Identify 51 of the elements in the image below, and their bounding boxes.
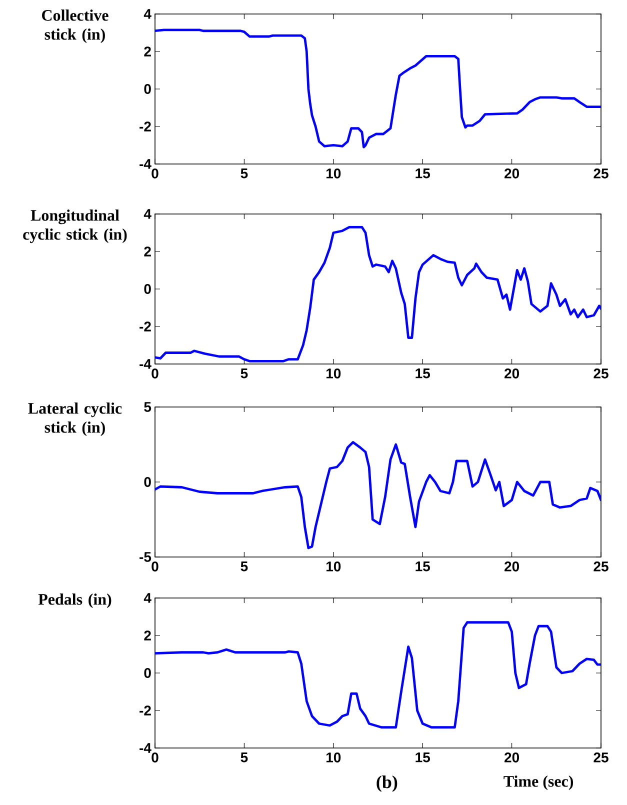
y-tick-label: -2 bbox=[140, 122, 151, 132]
y-tick-label: 2 bbox=[144, 630, 151, 640]
x-tick-label: 15 bbox=[416, 368, 430, 378]
x-tick-label: 5 bbox=[240, 168, 248, 178]
x-tick-label: 15 bbox=[416, 168, 430, 178]
y-tick-label: 2 bbox=[144, 246, 151, 256]
x-tick-label: 20 bbox=[504, 168, 520, 178]
y-tick-label: 0 bbox=[144, 84, 151, 94]
x-axis-title: Time (sec) bbox=[504, 776, 574, 790]
x-tick-label: 15 bbox=[416, 562, 430, 572]
y-axis-title: Lateral cyclic stick (in) bbox=[28, 402, 122, 436]
x-tick-label: 20 bbox=[504, 368, 520, 378]
x-tick-label: 0 bbox=[152, 752, 158, 762]
x-tick-label: 0 bbox=[152, 168, 158, 178]
y-tick-label: 0 bbox=[144, 477, 151, 487]
x-tick-label: 10 bbox=[326, 562, 341, 572]
y-tick-label: 0 bbox=[144, 284, 151, 294]
line-series bbox=[155, 28, 602, 148]
y-tick-label: -4 bbox=[140, 159, 152, 169]
x-tick-label: 10 bbox=[326, 168, 341, 178]
x-tick-label: 25 bbox=[594, 368, 608, 378]
x-tick-label: 5 bbox=[240, 562, 248, 572]
y-tick-label: 2 bbox=[144, 46, 151, 56]
y-tick-label: 4 bbox=[144, 209, 152, 219]
x-tick-label: 10 bbox=[326, 752, 341, 762]
y-tick-label: 4 bbox=[144, 593, 152, 603]
y-tick-label: 5 bbox=[144, 402, 152, 412]
x-tick-label: 20 bbox=[504, 562, 520, 572]
y-tick-label: 4 bbox=[144, 9, 152, 19]
x-tick-label: 25 bbox=[594, 562, 608, 572]
x-tick-label: 25 bbox=[594, 168, 608, 178]
y-tick-label: -5 bbox=[140, 552, 152, 562]
y-axis-title: Collective stick (in) bbox=[42, 10, 108, 44]
x-tick-label: 0 bbox=[152, 368, 158, 378]
y-tick-label: -4 bbox=[140, 743, 152, 753]
x-tick-label: 25 bbox=[594, 752, 608, 762]
y-tick-label: 0 bbox=[144, 668, 151, 678]
text: (b) bbox=[376, 776, 398, 792]
x-tick-label: 15 bbox=[416, 752, 430, 762]
y-axis-title: Longitudinal cyclic stick (in) bbox=[23, 210, 127, 244]
y-axis-title: Pedals (in) bbox=[38, 594, 112, 608]
x-tick-label: 20 bbox=[504, 752, 520, 762]
x-tick-label: 0 bbox=[152, 562, 158, 572]
x-tick-label: 10 bbox=[326, 368, 341, 378]
line-series bbox=[155, 441, 601, 550]
y-tick-label: -4 bbox=[140, 359, 152, 369]
x-tick-label: 5 bbox=[240, 752, 248, 762]
y-tick-label: -2 bbox=[140, 706, 151, 716]
line-series bbox=[155, 621, 601, 729]
y-tick-label: -2 bbox=[140, 322, 151, 332]
x-tick-label: 5 bbox=[240, 368, 248, 378]
